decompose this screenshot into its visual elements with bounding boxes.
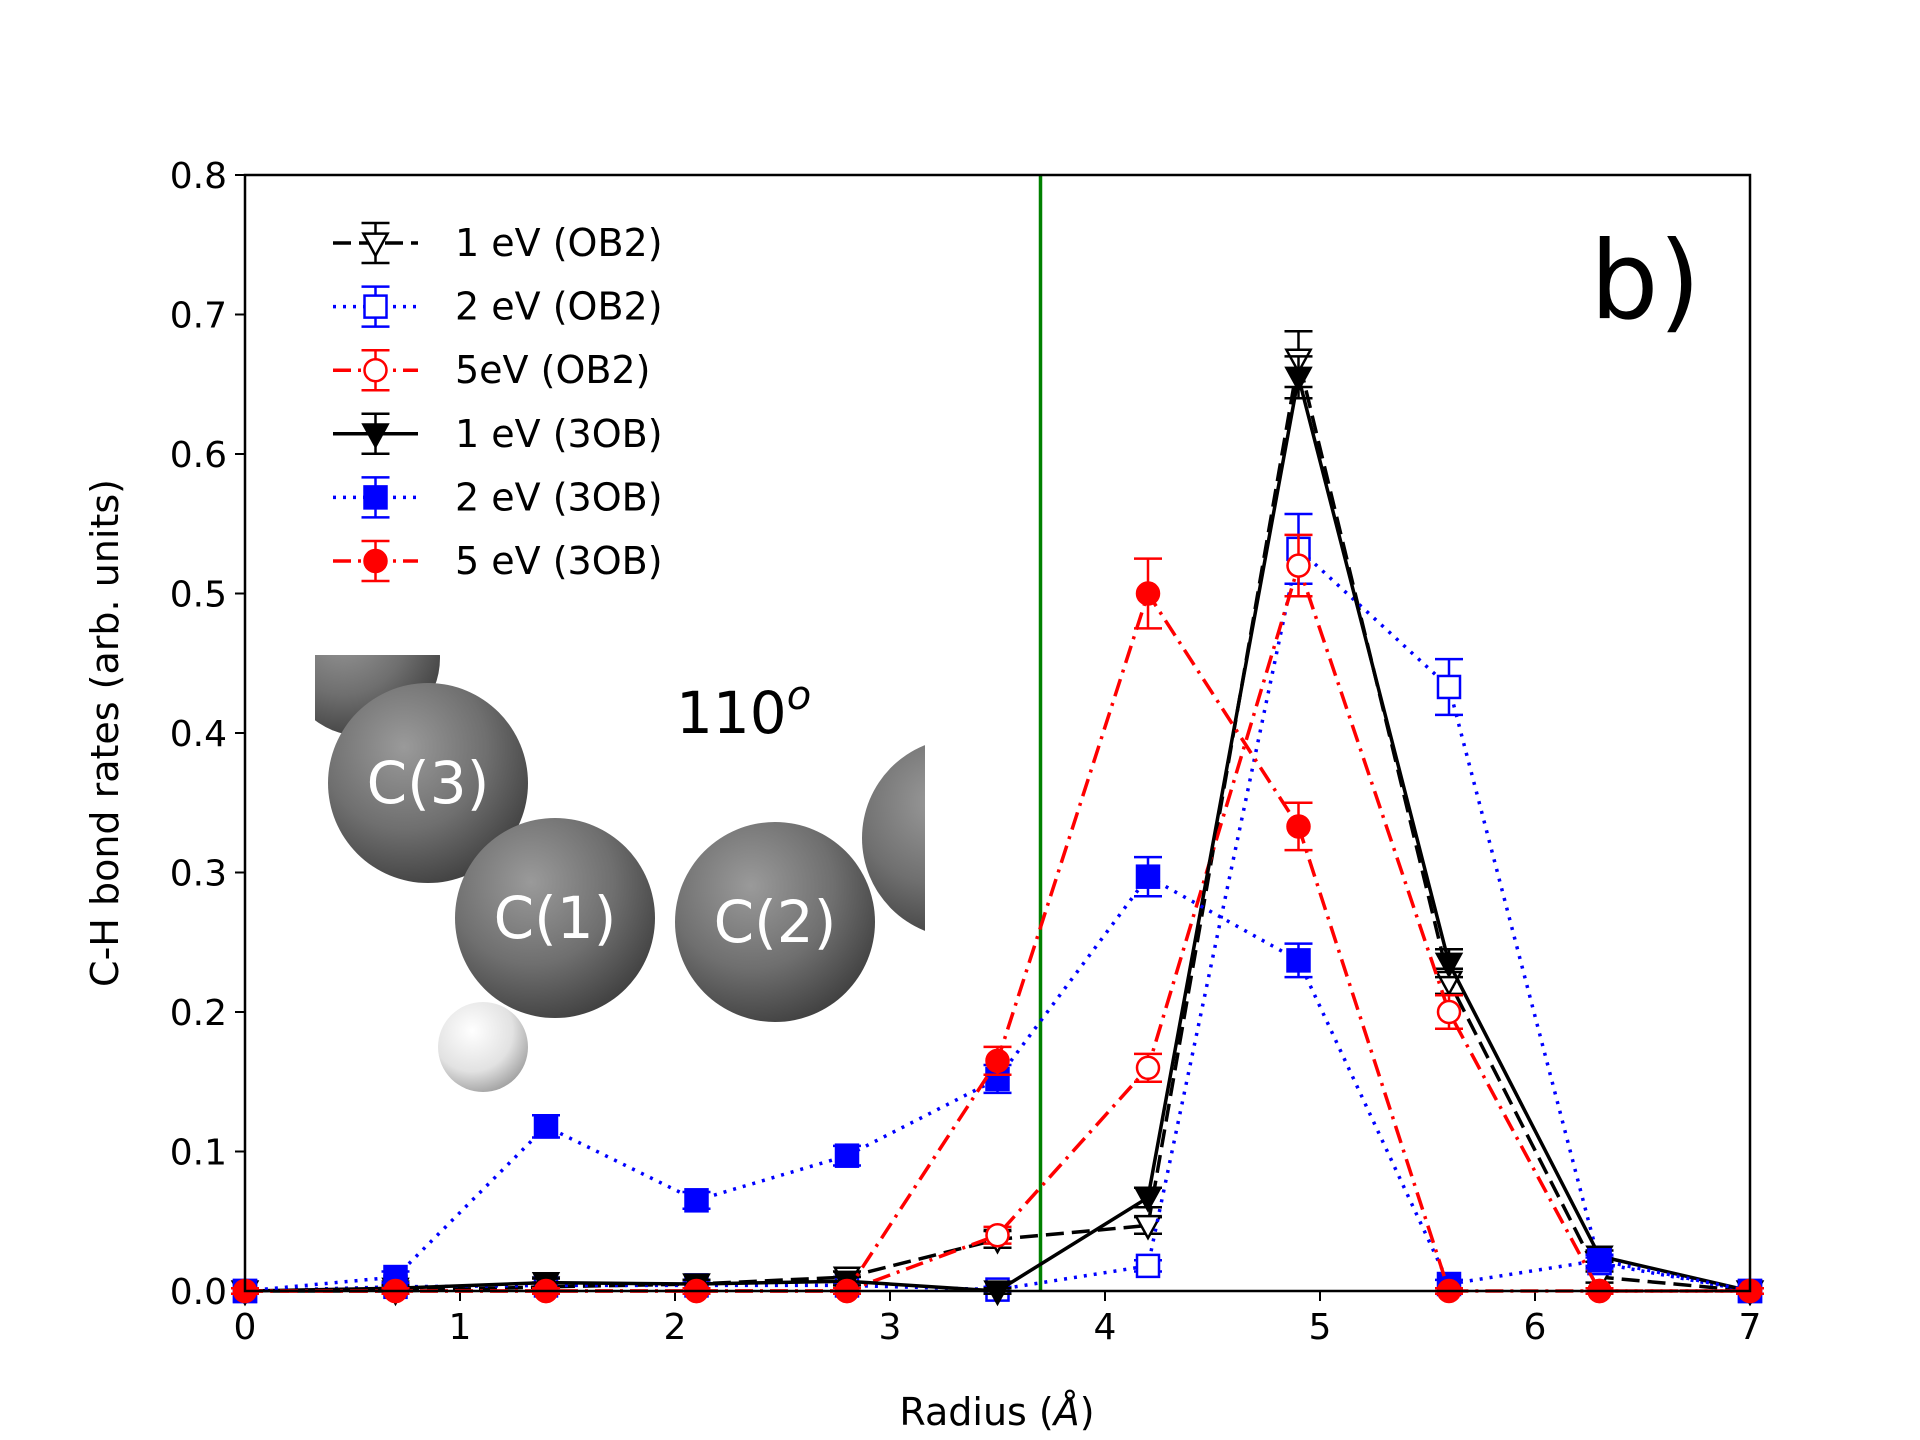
x-tick-label: 4 [1094, 1307, 1117, 1348]
angle-label: 110o [676, 673, 811, 747]
legend-label: 1 eV (OB2) [455, 221, 663, 265]
data-point [1284, 366, 1313, 393]
data-point [1587, 1248, 1612, 1273]
x-tick-label: 0 [234, 1307, 257, 1348]
y-tick-label: 0.5 [170, 575, 227, 616]
legend-label: 5eV (OB2) [455, 348, 650, 392]
x-tick-label: 2 [664, 1307, 687, 1348]
axes-ticks: 0 1 2 3 4 5 6 7 0.0 0.1 0.2 0.3 0.4 0.5 0.6 0.7 0.8 [170, 156, 1762, 1348]
y-tick-label: 0.8 [170, 156, 227, 197]
data-point [1135, 581, 1161, 606]
atom-c2 [675, 822, 875, 1022]
data-point [1436, 999, 1462, 1025]
panel-label: b) [1590, 219, 1701, 344]
atom-label-c2: C(2) [714, 888, 837, 956]
y-tick-label: 0.4 [170, 714, 227, 755]
legend-entry: 1 eV (OB2) [333, 221, 663, 265]
data-point [1286, 814, 1311, 839]
data-point [985, 1222, 1010, 1248]
legend-entry: 5 eV (3OB) [333, 539, 663, 583]
legend-label: 1 eV (3OB) [455, 412, 663, 456]
data-point [1135, 1253, 1161, 1279]
legend-marker [363, 294, 388, 319]
molecule-inset: C(3) C(1) C(2) [315, 655, 925, 1092]
plot-frame [243, 173, 1752, 1293]
x-tick-label: 1 [449, 1307, 472, 1348]
y-tick-label: 0.1 [170, 1133, 227, 1174]
data-point [1135, 1055, 1161, 1081]
legend-label: 2 eV (3OB) [455, 475, 663, 519]
y-tick-label: 0.6 [170, 435, 227, 476]
data-point [684, 1188, 709, 1213]
data-point [1133, 1186, 1163, 1213]
data-point [1135, 864, 1161, 889]
legend-entry: 2 eV (3OB) [333, 475, 663, 519]
angle-superscript: o [787, 673, 811, 719]
legend-marker [361, 232, 390, 259]
y-tick-label: 0.2 [170, 993, 227, 1034]
x-axis-label: Radius (Å) [899, 1390, 1094, 1434]
data-point [1286, 948, 1311, 973]
legend-entry: 5eV (OB2) [333, 348, 650, 392]
legend-marker [361, 423, 390, 450]
data-point [834, 1143, 860, 1168]
atom-carbon-partial-right [862, 745, 925, 931]
atom-c1 [455, 818, 655, 1018]
legend-marker [363, 548, 388, 574]
legend: 1 eV (OB2) 2 eV (OB2) 5eV (OB2) 1 eV (3OB) 2… [333, 221, 663, 583]
y-tick-label: 0.0 [170, 1272, 227, 1313]
x-tick-label: 3 [879, 1307, 902, 1348]
data-point [983, 1280, 1012, 1307]
data-point [1434, 952, 1464, 979]
y-tick-label: 0.7 [170, 296, 227, 337]
legend-label: 2 eV (OB2) [455, 285, 663, 329]
data-point [1436, 674, 1462, 700]
data-point [1133, 1214, 1163, 1241]
data-point [533, 1114, 559, 1139]
atom-c3 [328, 683, 528, 883]
atom-hydrogen [438, 1002, 528, 1092]
series-5 [231, 855, 1764, 1304]
atom-label-c1: C(1) [494, 884, 617, 952]
y-axis-label: C-H bond rates (arb. units) [83, 479, 127, 987]
legend-marker [363, 357, 388, 383]
angle-value: 110 [676, 679, 787, 747]
legend-marker [363, 485, 388, 510]
legend-label: 5 eV (3OB) [455, 539, 663, 583]
data-point [1286, 553, 1311, 578]
y-tick-label: 0.3 [170, 854, 227, 895]
x-tick-label: 7 [1739, 1307, 1762, 1348]
legend-entry: 1 eV (3OB) [333, 412, 663, 456]
legend-entry: 2 eV (OB2) [333, 285, 663, 329]
atom-label-c3: C(3) [367, 749, 490, 817]
data-point [985, 1048, 1010, 1074]
x-tick-label: 6 [1524, 1307, 1547, 1348]
x-tick-label: 5 [1309, 1307, 1332, 1348]
series-layer [230, 329, 1765, 1307]
